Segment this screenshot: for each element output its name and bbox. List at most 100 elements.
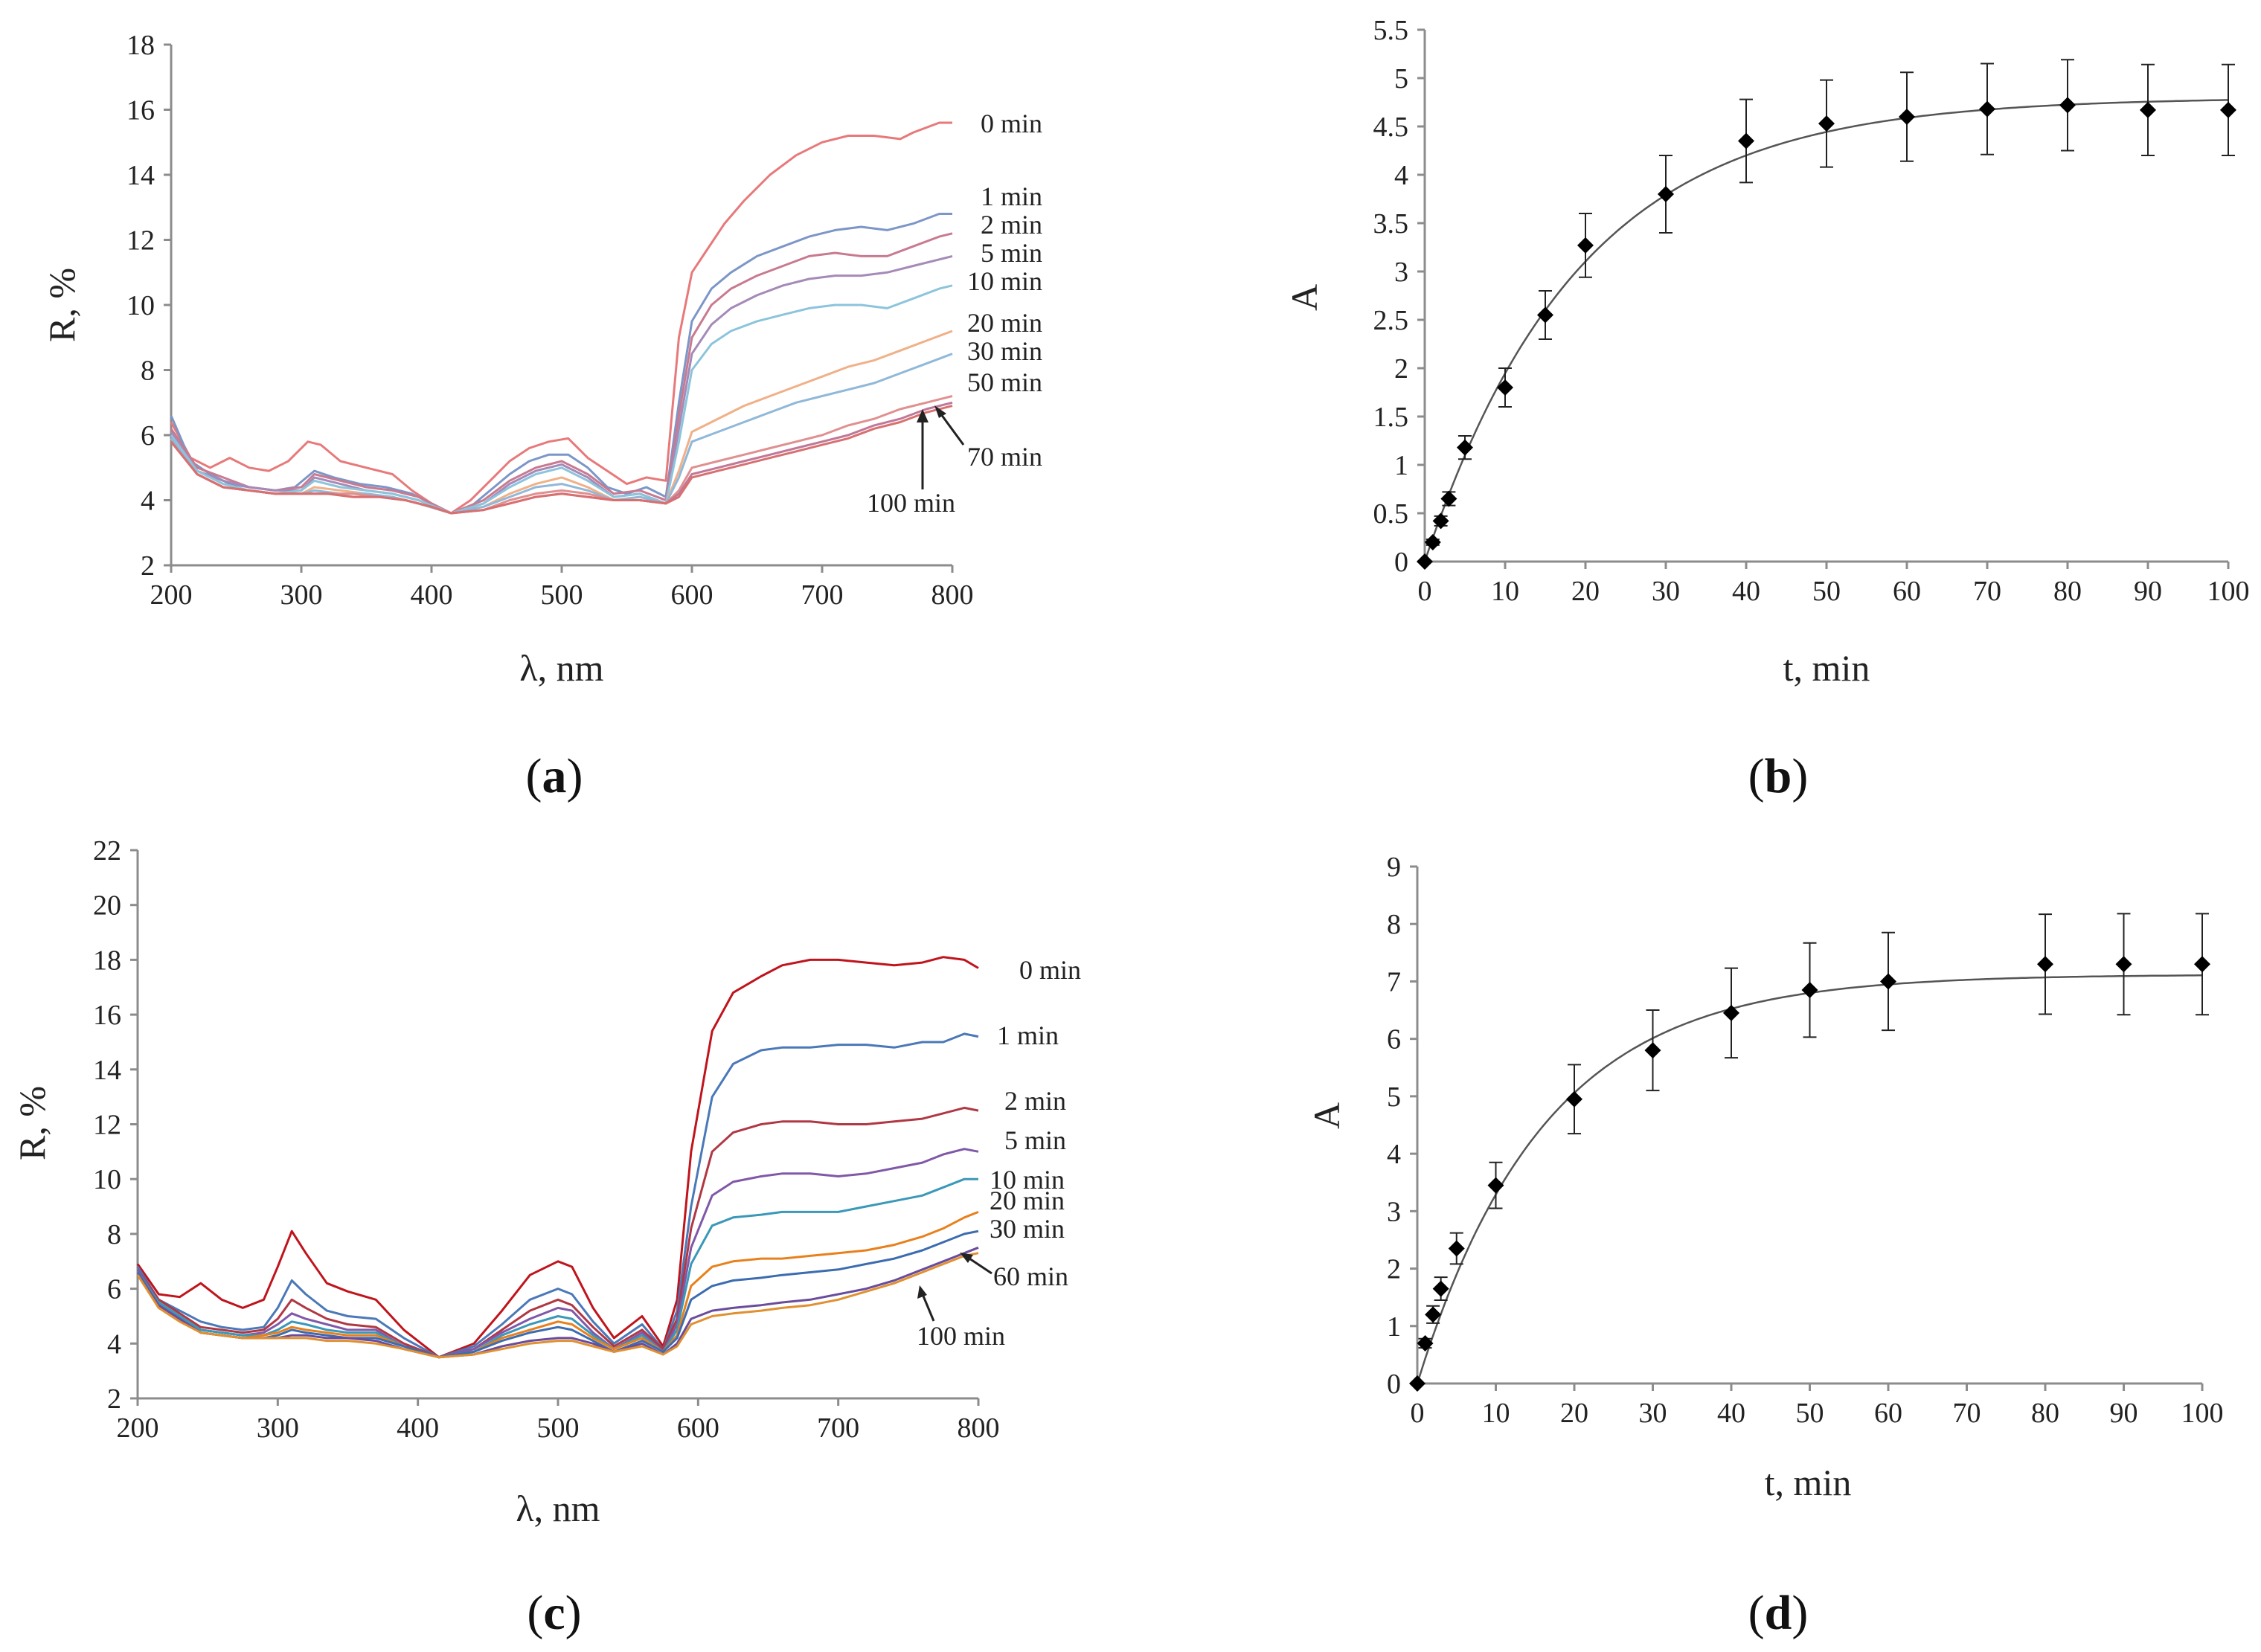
panel-d-y-tick-label: 0 (1387, 1369, 1401, 1400)
panel-d-x-tick-label: 40 (1717, 1398, 1745, 1429)
panel-d-data-point (1409, 1375, 1425, 1392)
panel-d-data-point (2194, 956, 2210, 973)
panel-b-x-tick-label: 80 (2053, 576, 2082, 607)
panel-d-data-point (1487, 1177, 1504, 1194)
panel-a-y-tick-label: 2 (141, 550, 155, 582)
panel-b-x-tick-label: 30 (1652, 576, 1680, 607)
panel-d-caption-letter: d (1765, 1586, 1792, 1640)
panel-a-y-tick-label: 18 (126, 30, 155, 61)
panel-c-y-label: R, % (11, 1086, 53, 1160)
panel-a-label-70min: 70 min (967, 442, 1042, 472)
panel-d-y-tick-label: 4 (1387, 1139, 1401, 1170)
panel-a-x-tick-label: 400 (411, 579, 453, 611)
panel-b-data-point (1432, 512, 1449, 530)
panel-d-y-tick-label: 2 (1387, 1254, 1401, 1285)
panel-b-data-point (2220, 101, 2236, 118)
panel-b-y-tick-label: 3 (1394, 257, 1408, 288)
panel-c-label-2min: 2 min (1004, 1086, 1066, 1116)
panel-b-x-tick-label: 90 (2134, 576, 2162, 607)
panel-b-y-label: A (1283, 284, 1325, 311)
panel-b-x-tick-label: 10 (1491, 576, 1519, 607)
panel-a-y-tick-label: 12 (126, 225, 155, 257)
panel-c-x-tick-label: 400 (397, 1412, 439, 1444)
panel-b-y-tick-label: 3.5 (1373, 208, 1409, 240)
panel-b-y-tick-label: 1.5 (1373, 402, 1409, 433)
panel-b-y-tick-label: 0.5 (1373, 498, 1409, 530)
panel-a-label-50min: 50 min (967, 367, 1042, 397)
panel-d-y-tick-label: 8 (1387, 909, 1401, 940)
panel-d-data-point (1417, 1334, 1434, 1352)
panel-d-data-point (1723, 1004, 1739, 1021)
panel-c-label-0min: 0 min (1019, 955, 1081, 985)
panel-a-y-tick-label: 14 (126, 160, 155, 191)
panel-d-x-label: t, min (1765, 1462, 1852, 1503)
panel-c-y-tick-label: 16 (93, 1000, 121, 1031)
panel-a-label-1min: 1 min (981, 181, 1042, 211)
panel-b-data-point (1537, 306, 1553, 324)
panel-d-x-tick-label: 70 (1953, 1398, 1981, 1429)
panel-c-x-tick-label: 200 (117, 1412, 159, 1444)
panel-a-series-2-min (170, 232, 953, 515)
panel-b-x-tick-label: 20 (1571, 576, 1600, 607)
panel-c-x-tick-label: 300 (257, 1412, 299, 1444)
panel-a-series-100-min (170, 405, 953, 515)
panel-c-x-tick-label: 600 (677, 1412, 719, 1444)
panel-d-data-point (2037, 956, 2053, 973)
panel-d-data-point (2115, 956, 2132, 973)
panel-a-arrow-100min (917, 409, 929, 489)
panel-b-data-point (1424, 534, 1441, 550)
panel-a-label-0min: 0 min (981, 109, 1042, 138)
panel-c-caption-letter: c (543, 1586, 565, 1640)
panel-a-x-tick-label: 500 (541, 579, 583, 611)
panel-b-x-tick-label: 100 (2207, 576, 2250, 607)
panel-d-y-tick-label: 6 (1387, 1024, 1401, 1055)
panel-c-arrow-60min (960, 1253, 992, 1275)
panel-a-arrow-70min (934, 405, 965, 446)
panel-c-label-100min: 100 min (917, 1321, 1005, 1351)
panel-d-caption: (d) (1748, 1586, 1809, 1640)
panel-b-data-point (1440, 490, 1457, 507)
panel-b-data-point (1457, 439, 1473, 456)
panel-c-series-100-min (136, 1252, 979, 1359)
panel-b-caption-letter: b (1765, 749, 1792, 803)
panel-b-data-point (1818, 115, 1835, 132)
panel-d-y-tick-label: 7 (1387, 966, 1401, 997)
panel-d-x-tick-label: 60 (1874, 1398, 1902, 1429)
panel-a-y-tick-label: 4 (141, 486, 155, 517)
panel-b-y-tick-label: 5.5 (1373, 15, 1409, 46)
panel-a-label-2min: 2 min (981, 210, 1042, 240)
panel-c-x-tick-label: 500 (537, 1412, 580, 1444)
panel-b-data-point (1417, 553, 1433, 570)
panel-c-label-60min: 60 min (993, 1262, 1068, 1291)
panel-b-y-tick-label: 4.5 (1373, 112, 1409, 143)
panel-b-data-point (1577, 237, 1594, 254)
panel-c-y-tick-label: 12 (93, 1110, 121, 1141)
panel-b-data-point (2059, 97, 2076, 114)
panel-d-y-tick-label: 3 (1387, 1196, 1401, 1227)
panel-a-y-tick-label: 8 (141, 356, 155, 387)
panel-b-y-tick-label: 0 (1394, 547, 1408, 578)
panel-a-label-5min: 5 min (981, 238, 1042, 268)
panel-d-x-tick-label: 50 (1796, 1398, 1824, 1429)
panel-d-data-point (1801, 982, 1818, 999)
panel-d-data-point (1448, 1240, 1465, 1257)
panel-a-label-100min: 100 min (867, 488, 955, 518)
panel-b-y-tick-label: 1 (1394, 450, 1408, 481)
panel-c-label-5min: 5 min (1004, 1125, 1066, 1155)
panel-a-y-tick-label: 10 (126, 290, 155, 321)
panel-d-y-tick-label: 9 (1387, 852, 1401, 883)
panel-b-data-point (1497, 379, 1513, 396)
panel-a-x-tick-label: 300 (280, 579, 323, 611)
panel-c-series-0-min (136, 956, 979, 1359)
panel-a-chart: 200 300 400 500 600 700 800 2 4 6 8 10 12 14 16 18 λ, n… (41, 30, 1042, 803)
panel-a-caption-letter: a (542, 749, 567, 803)
panel-b-data-point (2140, 101, 2156, 118)
panel-a-label-10min: 10 min (967, 266, 1042, 296)
panel-d-data-point (1432, 1280, 1449, 1297)
panel-c-y-tick-label: 18 (93, 945, 121, 976)
panel-c-y-tick-label: 8 (107, 1219, 121, 1250)
panel-d-x-tick-label: 10 (1482, 1398, 1510, 1429)
panel-c-arrow-100min (917, 1285, 935, 1322)
